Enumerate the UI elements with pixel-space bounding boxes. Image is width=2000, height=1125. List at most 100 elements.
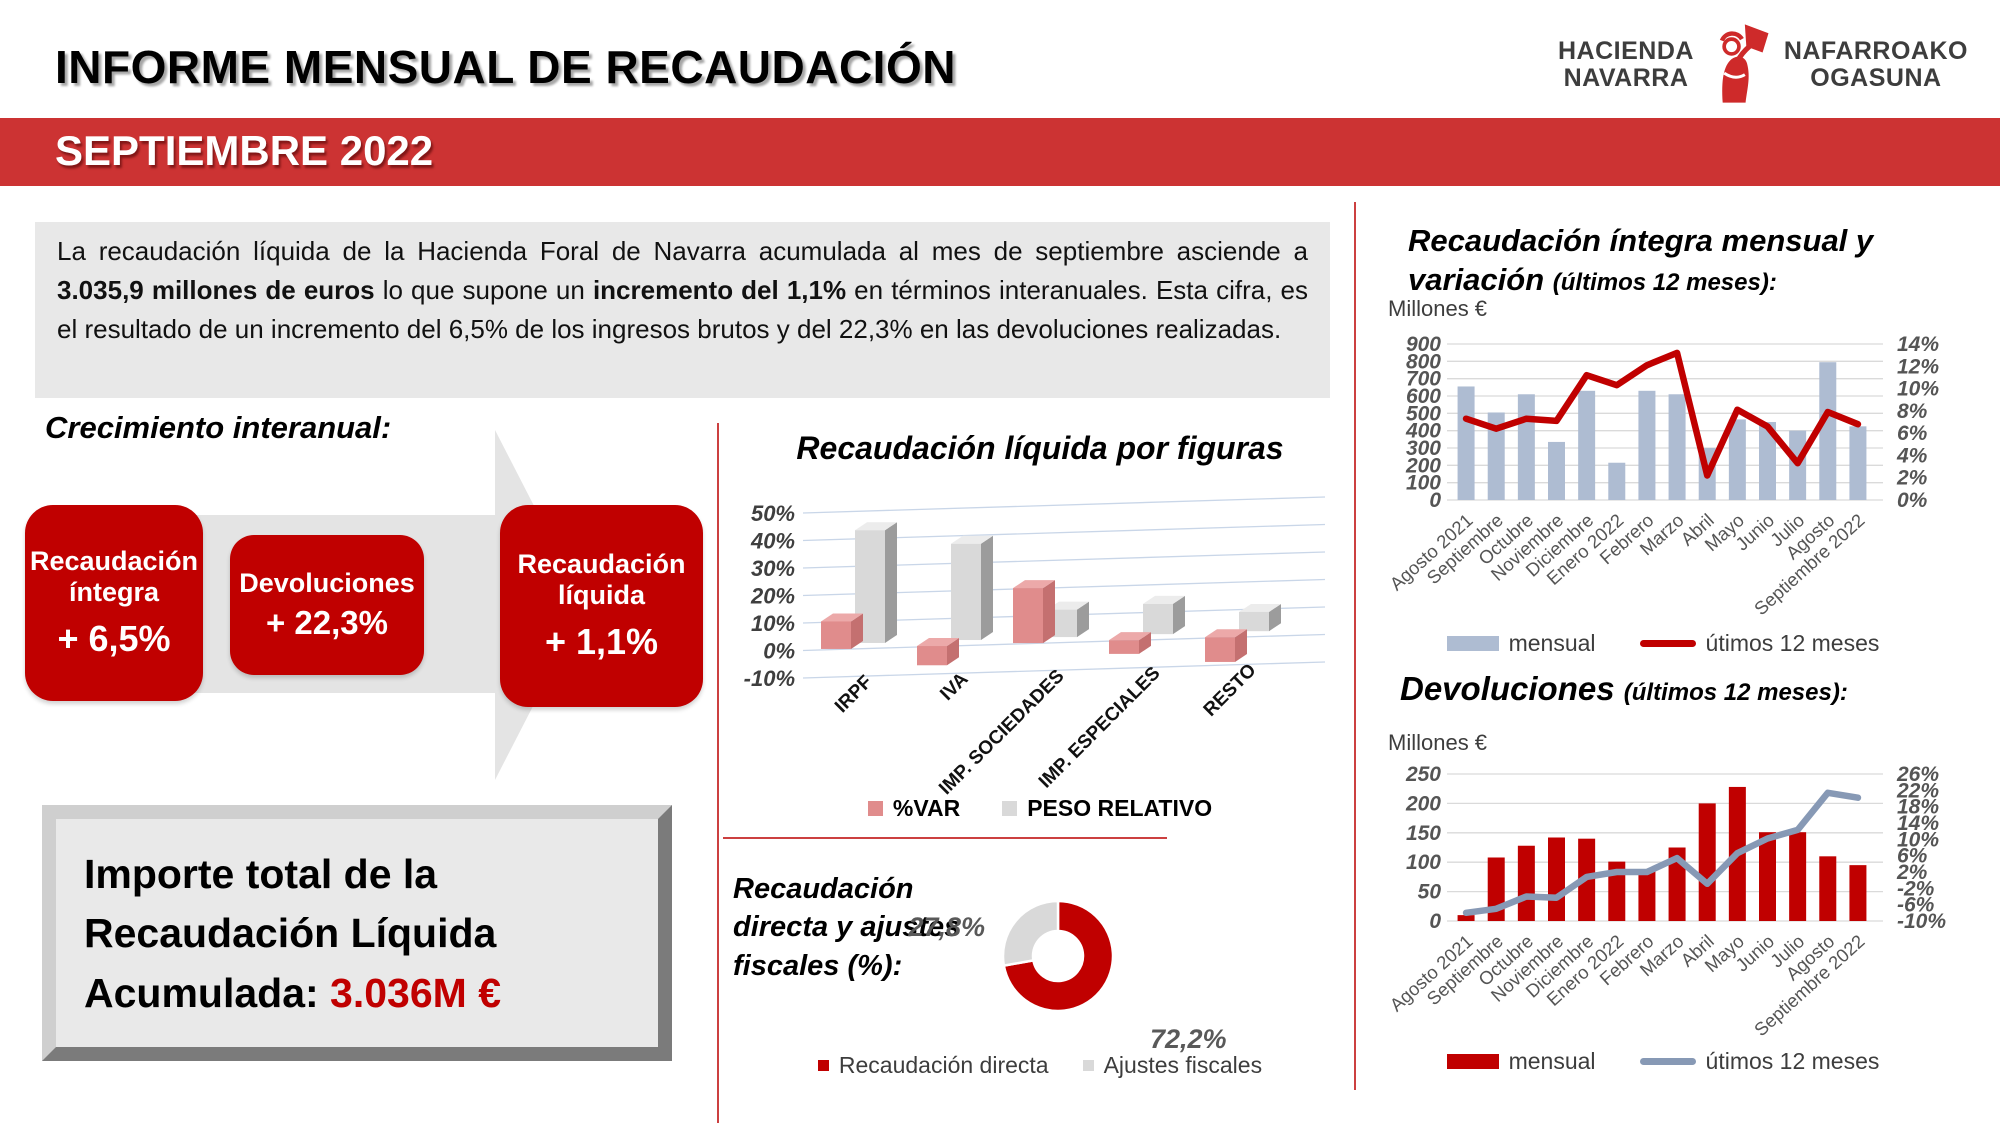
growth-heading: Crecimiento interanual:	[45, 410, 392, 445]
gridline	[802, 496, 1326, 514]
legend-item-mensual: mensual	[1446, 630, 1596, 657]
left-axis-tick: 100	[1406, 851, 1441, 874]
bar-Agosto 2021	[1457, 915, 1475, 921]
devoluciones-legend: mensual útimos 12 meses	[1383, 1048, 1943, 1075]
y-axis-tick: 50%	[751, 501, 795, 526]
integra-title-sub: (últimos 12 meses):	[1552, 268, 1777, 296]
right-axis-tick: 10%	[1897, 828, 1939, 851]
total-amount-box: Importe total de la Recaudación Líquida …	[42, 805, 672, 1061]
var-bar-IRPF-side	[851, 613, 863, 649]
legend-label: PESO RELATIVO	[1027, 795, 1213, 821]
var-bar-IMP. SOCIEDADES-front	[1013, 588, 1043, 644]
var-bar-IVA-side	[947, 638, 959, 666]
growth-box-label: Devoluciones	[239, 568, 415, 599]
y-axis-tick: 20%	[750, 584, 795, 609]
logo-nafarroako-label: NAFARROAKO	[1783, 37, 1968, 65]
var-bar-IVA-front	[917, 646, 947, 666]
donut-slice-Recaudación directa	[1002, 899, 1115, 1013]
right-axis-tick: 0%	[1897, 489, 1928, 512]
devoluciones-chart-title: Devoluciones (últimos 12 meses):	[1400, 668, 1940, 709]
ultimos12-line-icon	[1639, 640, 1696, 647]
peso-bar-IMP. ESPECIALES-front	[1143, 603, 1173, 635]
logo-text-right: NAFARROAKO OGASUNA	[1784, 38, 1968, 92]
left-axis-tick: 900	[1406, 333, 1441, 356]
integra-legend: mensual útimos 12 meses	[1383, 630, 1943, 657]
left-axis-tick: 200	[1405, 454, 1441, 477]
mensual-swatch-icon	[1446, 636, 1499, 651]
ultimos12-line-icon	[1639, 1058, 1696, 1065]
growth-box-label: Recaudación íntegra	[29, 545, 199, 607]
growth-box-recaudacion-integra: Recaudación íntegra + 6,5%	[25, 505, 203, 701]
donut-legend: Recaudación directa Ajustes fiscales	[725, 1052, 1355, 1079]
right-axis-tick: 12%	[1897, 355, 1939, 378]
right-axis-tick: 26%	[1896, 763, 1939, 786]
y-axis-tick: 0%	[763, 639, 795, 664]
legend-item-mensual: mensual	[1446, 1048, 1596, 1075]
figuras-legend: %VAR PESO RELATIVO	[725, 795, 1355, 822]
var-bar-IMP. ESPECIALES-side	[1139, 632, 1151, 654]
var-bar-IRPF-front	[821, 621, 851, 649]
donut-label-directa: 72,2%	[1150, 1024, 1227, 1054]
y-axis-tick: 40%	[750, 529, 795, 554]
peso-bar-IRPF-top	[855, 522, 897, 531]
devoluciones-title-main: Devoluciones	[1400, 670, 1615, 707]
bar-Diciembre	[1578, 390, 1596, 500]
left-axis-tick: 50	[1418, 881, 1442, 904]
left-axis-tick: 400	[1405, 420, 1441, 443]
period-banner: SEPTIEMBRE 2022	[0, 118, 2000, 186]
donut-chart-title: Recaudación directa y ajustes fiscales (…	[733, 873, 961, 982]
var-bar-RESTO-top	[1205, 629, 1247, 638]
bar-Octubre	[1517, 394, 1535, 500]
left-axis-tick: 500	[1406, 402, 1441, 425]
growth-box-value: + 22,3%	[265, 603, 388, 641]
peso-bar-IMP. SOCIEDADES-top	[1047, 601, 1089, 610]
var-bar-RESTO-side	[1235, 629, 1247, 662]
bar-Octubre	[1517, 845, 1535, 921]
legend-item-ultimos12: útimos 12 meses	[1639, 630, 1879, 657]
var-bar-IVA-top	[917, 638, 959, 647]
hacienda-figure-logo-icon	[1719, 24, 1769, 103]
bar-Agosto	[1819, 362, 1837, 500]
legend-label: %VAR	[892, 795, 961, 821]
peso-bar-IVA-front	[951, 543, 981, 641]
left-axis-tick: 600	[1406, 385, 1441, 408]
logo-ogasuna-label: OGASUNA	[1810, 64, 1942, 92]
y-axis-tick: 10%	[751, 611, 795, 636]
devoluciones-combo-chart: 250 200 150 100 50 0 26%22%18%14%10%6%2%-2%-6%…	[1385, 763, 1946, 1040]
right-axis-tick: 14%	[1897, 812, 1939, 835]
left-axis-tick: 800	[1406, 350, 1441, 373]
integra-units-label: Millones €	[1388, 296, 1488, 321]
legend-label: mensual	[1508, 630, 1596, 656]
donut-chart	[1001, 899, 1115, 1013]
left-axis-tick: 0	[1429, 910, 1441, 933]
summary-text: La recaudación líquida de la Hacienda Fo…	[57, 236, 1308, 266]
right-axis-tick: 22%	[1896, 779, 1939, 802]
peso-bar-RESTO-front	[1239, 611, 1269, 632]
bar-Agosto 2021	[1457, 386, 1475, 500]
peso-bar-IRPF-side	[885, 522, 897, 643]
period-banner-label: SEPTIEMBRE 2022	[55, 127, 434, 174]
legend-item-ajustes: Ajustes fiscales	[1082, 1052, 1262, 1079]
legend-label: útimos 12 meses	[1705, 1048, 1880, 1074]
devoluciones-title-sub: (últimos 12 meses):	[1623, 679, 1848, 706]
integra-title-main: Recaudación íntegra mensual y variación	[1408, 223, 1874, 297]
right-axis-tick: 4%	[1896, 444, 1928, 467]
left-axis-tick: 150	[1406, 822, 1441, 845]
left-axis-tick: 250	[1405, 763, 1441, 786]
bar-Noviembre	[1548, 441, 1565, 500]
bar-Noviembre	[1548, 837, 1565, 921]
donut-slice-Ajustes fiscales	[1001, 899, 1060, 968]
logo-text-left: HACIENDA NAVARRA	[1558, 38, 1694, 92]
donut-label-ajustes: 27,8%	[908, 912, 985, 942]
legend-item-ultimos12: útimos 12 meses	[1639, 1048, 1880, 1075]
bar-Febrero	[1638, 869, 1656, 921]
bar-Enero 2022	[1608, 861, 1626, 921]
summary-text: en términos interanuales. Esta cifra, es…	[57, 275, 1308, 344]
var-bar-IMP. SOCIEDADES-top	[1013, 580, 1055, 589]
bar-Septiembre 2022	[1849, 426, 1867, 500]
peso-bar-IMP. ESPECIALES-side	[1173, 595, 1185, 635]
legend-label: Recaudación directa	[838, 1052, 1049, 1078]
right-axis-tick: -2%	[1897, 877, 1935, 900]
